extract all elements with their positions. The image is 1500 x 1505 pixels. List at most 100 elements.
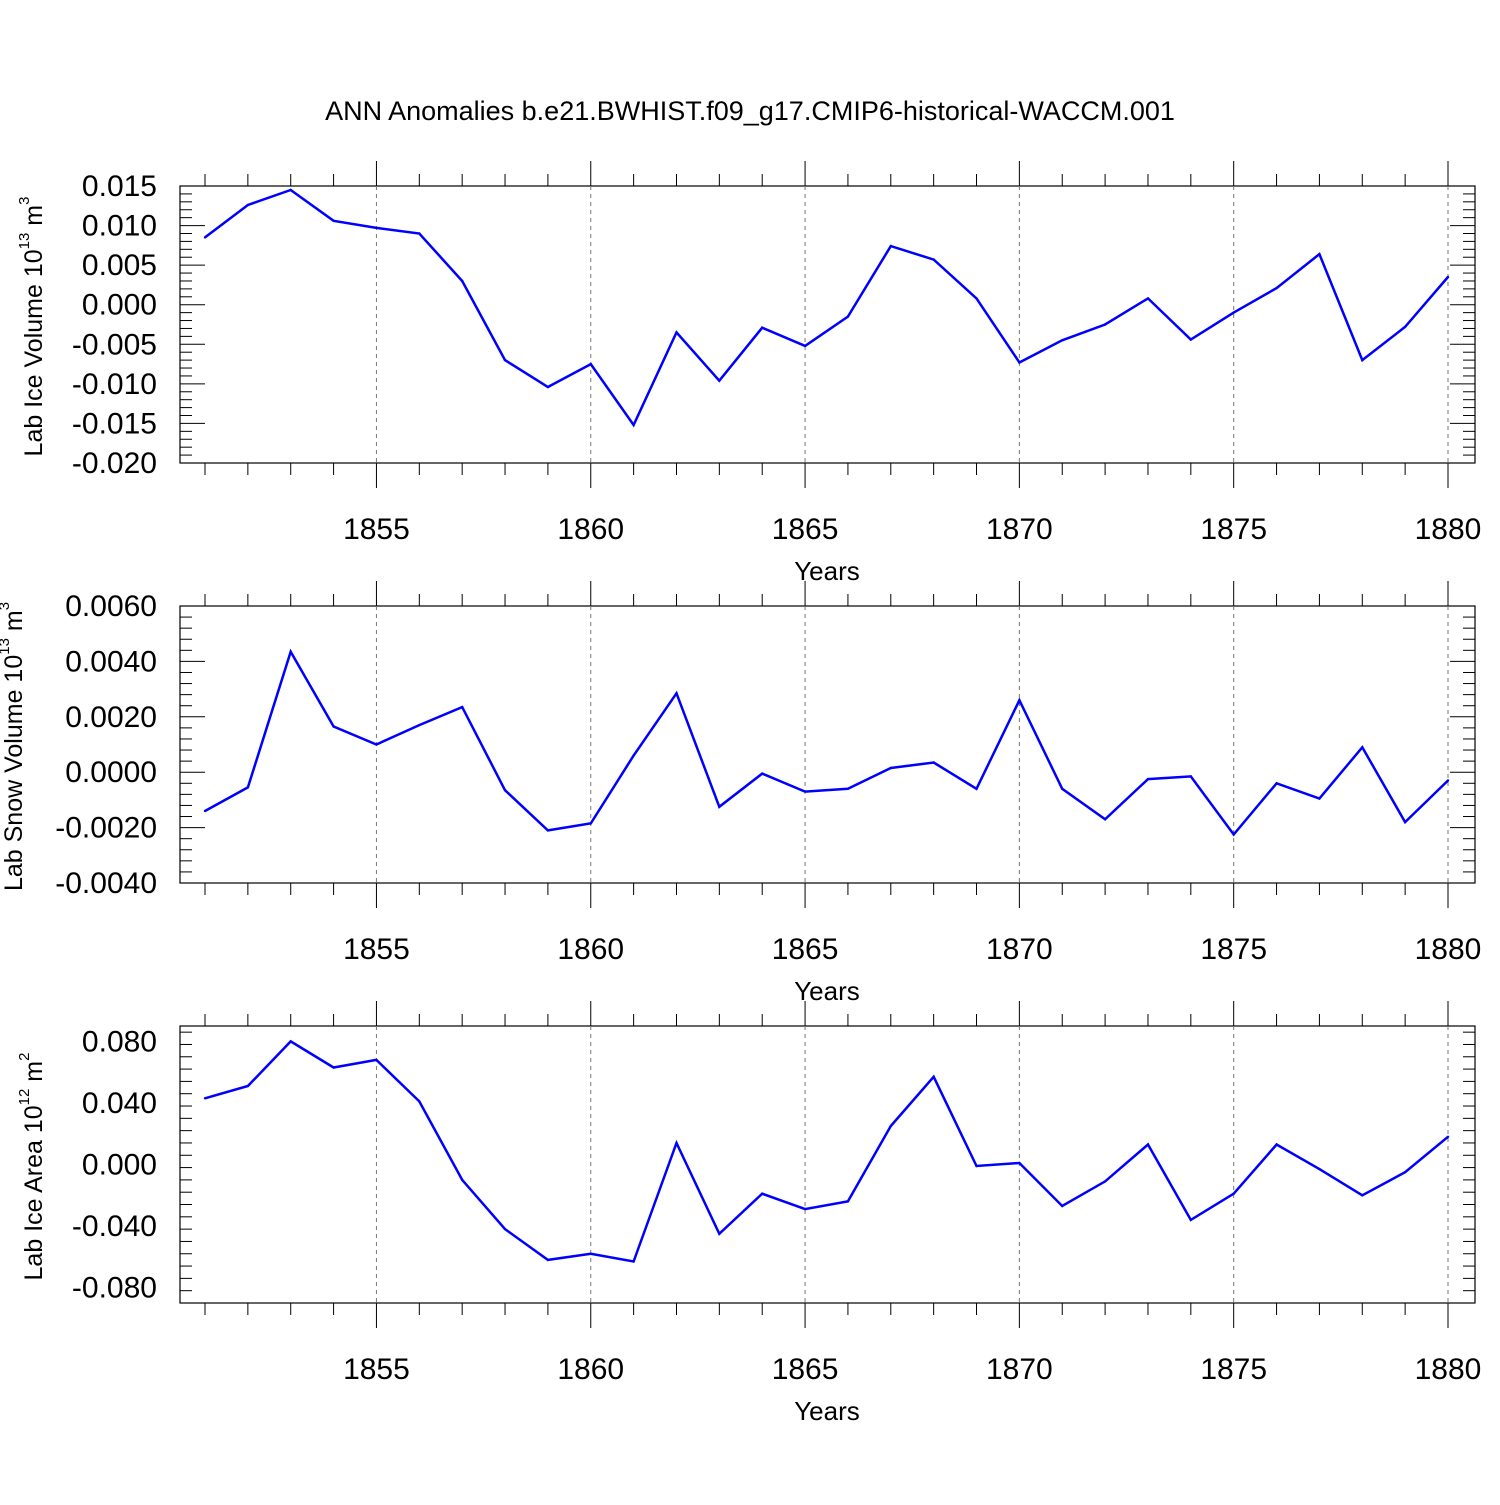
y-tick-label: 0.080: [82, 1025, 157, 1058]
plot-frame: [179, 185, 1476, 464]
data-point: [889, 244, 892, 248]
data-point: [932, 761, 935, 764]
data-point: [761, 326, 764, 329]
x-tick-label: 1860: [557, 933, 624, 966]
data-point: [1446, 779, 1450, 782]
data-point: [803, 790, 807, 793]
data-point: [718, 379, 721, 382]
data-point: [246, 1084, 250, 1088]
data-point: [632, 1260, 635, 1263]
data-point: [1361, 358, 1364, 362]
data-point: [1446, 275, 1450, 279]
y-tick-label: -0.010: [72, 368, 157, 401]
data-point: [803, 1207, 807, 1211]
data-point: [418, 232, 421, 235]
data-point: [1318, 797, 1321, 800]
data-point: [761, 1192, 764, 1195]
data-point: [1146, 777, 1150, 781]
data-point: [203, 236, 207, 239]
data-point: [803, 344, 807, 348]
data-point: [418, 723, 421, 727]
series-line-1: [204, 648, 1449, 837]
data-point: [675, 692, 678, 695]
data-point: [461, 1178, 464, 1182]
x-axis-label: Years: [794, 556, 860, 586]
data-point: [1403, 1171, 1407, 1174]
data-point: [1103, 323, 1107, 326]
y-axis-label: Lab Ice Volume 1013 m3: [16, 197, 49, 457]
data-point: [1018, 699, 1021, 702]
data-point: [375, 743, 378, 746]
data-point: [375, 226, 378, 230]
data-point: [1403, 325, 1407, 329]
data-point: [1189, 775, 1193, 778]
x-tick-label: 1870: [986, 513, 1053, 546]
data-point: [1275, 286, 1278, 290]
data-point: [1403, 820, 1407, 824]
data-point: [718, 805, 721, 808]
x-tick-label: 1855: [343, 933, 410, 966]
y-tick-label: 0.0000: [65, 756, 157, 789]
data-point: [846, 1200, 850, 1203]
y-tick-label: 0.015: [82, 170, 157, 203]
data-point: [846, 315, 850, 318]
data-point: [718, 1232, 721, 1236]
y-tick-label: -0.015: [72, 407, 157, 440]
x-tick-label: 1870: [986, 1353, 1053, 1386]
y-axis-label-superscript: 13: [16, 233, 33, 250]
x-tick-label: 1875: [1200, 933, 1267, 966]
y-axis-label-text: Lab Ice Volume 10: [20, 249, 48, 456]
y-tick-label: -0.080: [72, 1272, 157, 1305]
x-tick-label: 1855: [343, 513, 410, 546]
data-point: [289, 188, 292, 192]
data-point: [1146, 1143, 1150, 1146]
data-point: [1446, 1135, 1450, 1139]
data-point: [1275, 782, 1278, 785]
x-tick-label: 1865: [772, 1353, 839, 1386]
y-tick-label: 0.0060: [65, 590, 157, 623]
x-tick-label: 1860: [557, 1353, 624, 1386]
data-point: [246, 786, 250, 789]
x-tick-label: 1880: [1415, 513, 1482, 546]
x-tick-label: 1875: [1200, 513, 1267, 546]
y-tick-label: 0.0020: [65, 701, 157, 734]
y-axis-label-text: Lab Snow Volume 10: [0, 655, 28, 891]
data-point: [1061, 1204, 1064, 1208]
data-point: [332, 219, 335, 222]
data-point: [1361, 746, 1364, 749]
y-axis-label: Lab Ice Area 1012 m2: [16, 1053, 49, 1281]
x-tick-label: 1860: [557, 513, 624, 546]
data-point: [203, 1097, 207, 1100]
data-point: [503, 789, 507, 792]
y-tick-label: 0.0040: [65, 645, 157, 678]
y-tick-label: -0.0020: [55, 812, 157, 845]
data-point: [1061, 787, 1064, 790]
data-point: [889, 1124, 892, 1128]
y-axis-label-text: Lab Ice Area 10: [20, 1105, 48, 1280]
data-point: [1318, 1167, 1321, 1171]
y-tick-label: 0.000: [82, 289, 157, 322]
y-tick-label: 0.005: [82, 249, 157, 282]
data-point: [632, 423, 635, 427]
y-axis-label-superscript: 2: [16, 1053, 33, 1061]
data-point: [203, 809, 207, 813]
data-point: [1232, 1192, 1235, 1195]
data-point: [1018, 1161, 1021, 1165]
series-line-1: [204, 188, 1449, 428]
data-point: [289, 650, 292, 653]
x-tick-label: 1875: [1200, 1353, 1267, 1386]
data-point: [589, 822, 592, 825]
y-tick-label: 0.010: [82, 210, 157, 243]
y-tick-label: -0.040: [72, 1210, 157, 1243]
y-axis-label: Lab Snow Volume 1013 m3: [0, 602, 28, 891]
chart-title: ANN Anomalies b.e21.BWHIST.f09_g17.CMIP6…: [325, 96, 1175, 126]
y-axis-label-text: m: [20, 1061, 48, 1089]
x-axis-label: Years: [794, 1396, 860, 1426]
data-point: [246, 203, 250, 207]
data-point: [418, 1100, 421, 1103]
x-tick-label: 1855: [343, 1353, 410, 1386]
data-point: [632, 754, 635, 757]
y-axis-label-superscript: 12: [16, 1089, 33, 1106]
y-tick-label: -0.0040: [55, 867, 157, 900]
